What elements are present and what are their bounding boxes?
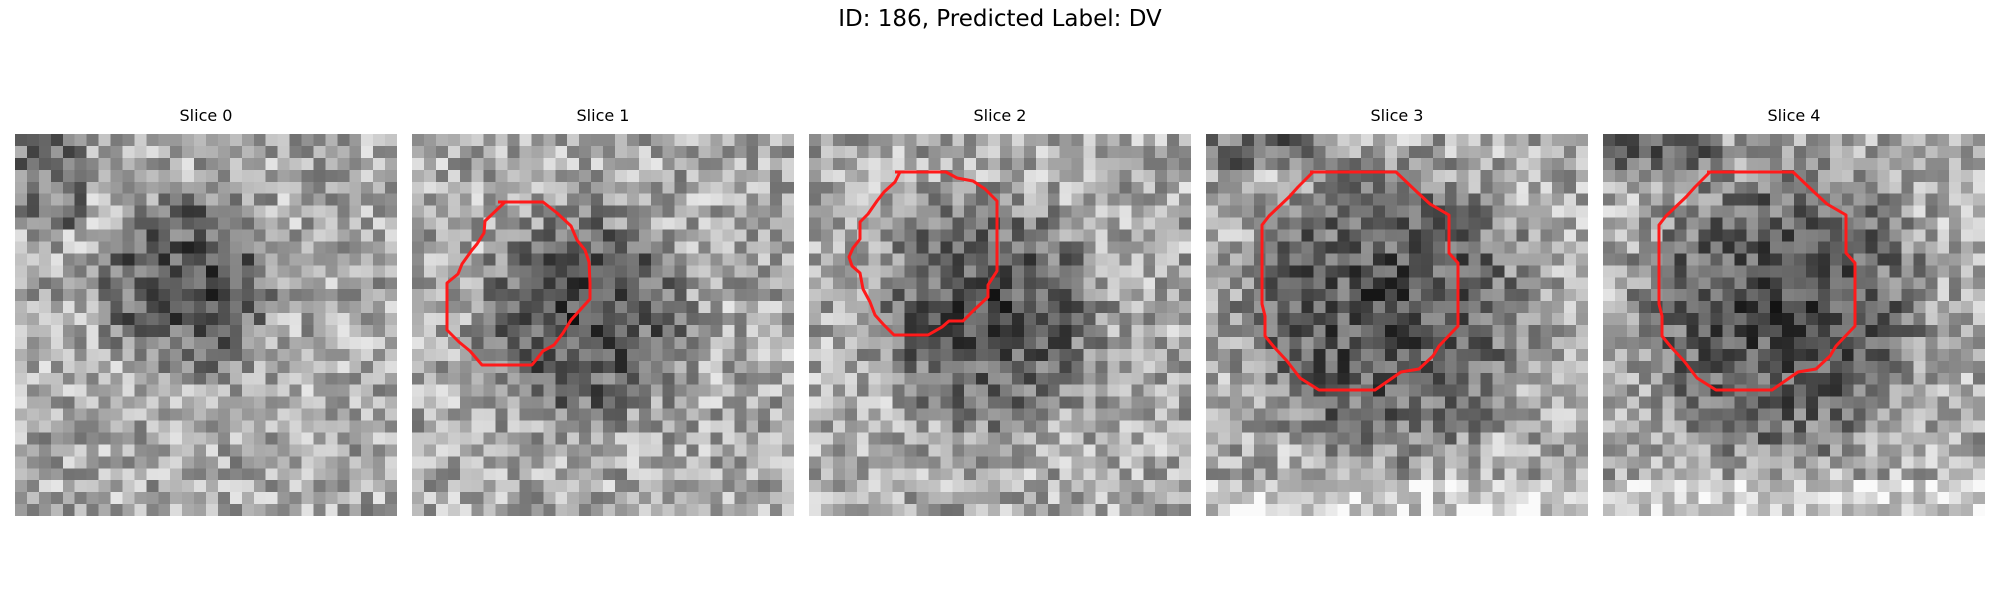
slice-panel-0: Slice 0 xyxy=(15,106,397,516)
slice-image xyxy=(15,134,397,516)
slice-title: Slice 0 xyxy=(179,106,233,125)
segmentation-contour xyxy=(1260,170,1460,392)
contour-line xyxy=(847,170,999,337)
slice-panel-1: Slice 1 xyxy=(412,106,794,516)
contour-line xyxy=(1657,170,1857,392)
slice-panel-2: Slice 2 xyxy=(809,106,1191,516)
segmentation-contour xyxy=(1657,170,1857,392)
slice-image xyxy=(1603,134,1985,516)
contour-line xyxy=(1260,170,1460,392)
slice-panel-4: Slice 4 xyxy=(1603,106,1985,516)
slice-title: Slice 1 xyxy=(576,106,630,125)
slice-title: Slice 4 xyxy=(1767,106,1821,125)
segmentation-contour xyxy=(847,170,999,337)
figure-title: ID: 186, Predicted Label: DV xyxy=(838,6,1162,32)
slice-title: Slice 3 xyxy=(1370,106,1424,125)
contour-line xyxy=(445,200,592,367)
slice-image xyxy=(809,134,1191,516)
segmentation-contour xyxy=(445,200,592,367)
slice-image xyxy=(1206,134,1588,516)
slice-image xyxy=(412,134,794,516)
slice-panel-3: Slice 3 xyxy=(1206,106,1588,516)
slice-title: Slice 2 xyxy=(973,106,1027,125)
